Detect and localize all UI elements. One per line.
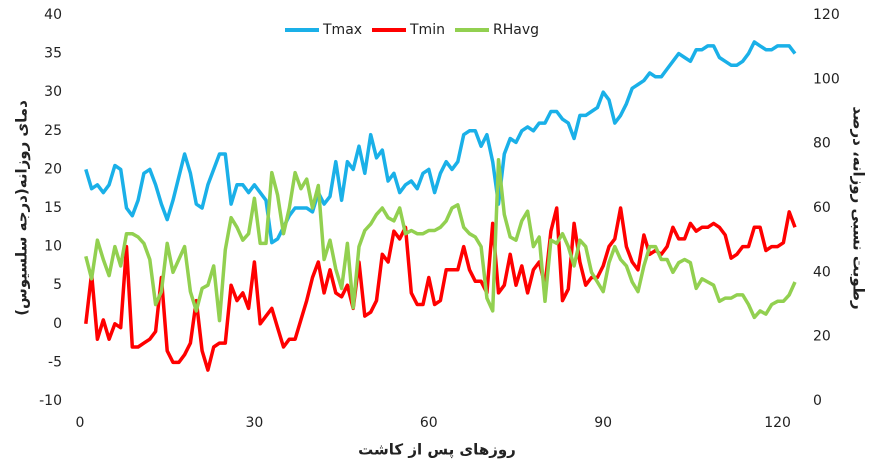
y-tick-label: 20	[44, 161, 62, 177]
y2-tick-label: 40	[813, 264, 831, 280]
y-axis-label: دمای روزانه(درجه سلسیوس)	[13, 100, 31, 316]
data-line	[84, 40, 797, 245]
y-tick-label: 5	[53, 277, 62, 293]
x-tick-label: 60	[420, 415, 438, 431]
legend-label: Tmax	[322, 22, 362, 38]
y2-tick-label: 0	[813, 393, 822, 409]
x-tick-label: 0	[76, 415, 85, 431]
y-tick-label: 40	[44, 7, 62, 23]
x-axis-label: روزهای پس از کاشت	[358, 441, 516, 460]
y2-tick-label: 20	[813, 329, 831, 345]
y-tick-label: 30	[44, 84, 62, 100]
y-tick-label: 10	[44, 239, 62, 255]
y-tick-label: -10	[39, 393, 62, 409]
y2-tick-label: 120	[813, 7, 840, 23]
x-tick-label: 90	[594, 415, 612, 431]
legend-label: Tmin	[409, 22, 445, 38]
y2-tick-label: 100	[813, 71, 840, 87]
x-tick-label: 30	[245, 415, 263, 431]
y2-tick-label: 60	[813, 200, 831, 216]
y-tick-label: 35	[44, 46, 62, 62]
x-tick-label: 120	[764, 415, 791, 431]
y-tick-label: 25	[44, 123, 62, 139]
y2-tick-label: 80	[813, 136, 831, 152]
y2-axis-label: رطوبت نسبی روزانه، درصد	[850, 106, 868, 309]
legend-label: RHavg	[493, 22, 539, 38]
y-tick-label: -5	[48, 354, 62, 370]
data-line	[84, 206, 797, 372]
data-line	[84, 158, 797, 323]
y-tick-label: 15	[44, 200, 62, 216]
y-tick-label: 0	[53, 316, 62, 332]
